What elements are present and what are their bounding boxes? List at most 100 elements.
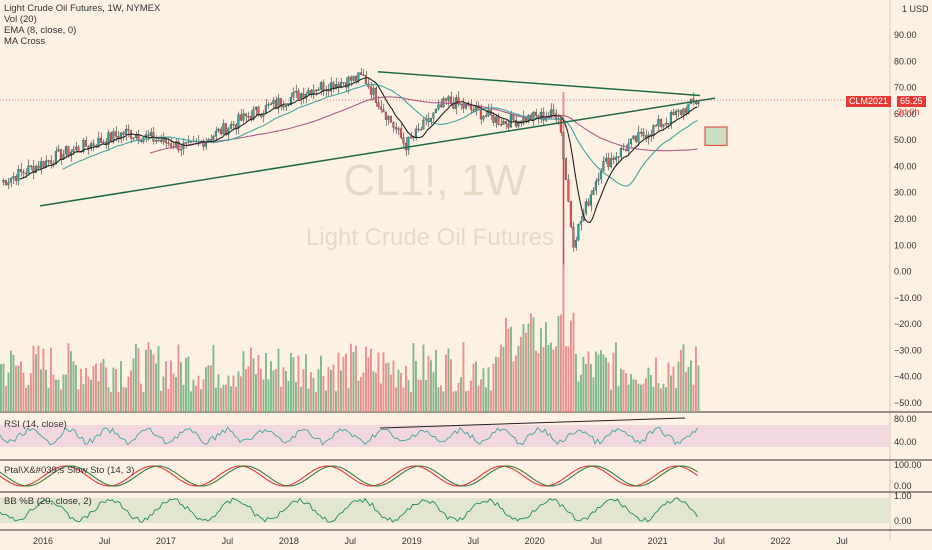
volume-bar: [115, 369, 117, 412]
volume-bar: [342, 356, 345, 412]
candle-body: [342, 82, 345, 84]
volume-bar: [585, 364, 587, 412]
candle-body: [2, 180, 5, 183]
volume-bar: [30, 373, 32, 412]
volume-bar: [405, 366, 407, 412]
candle-body: [349, 76, 352, 81]
volume-bar: [192, 379, 195, 412]
candle-body: [307, 90, 310, 95]
candle-body: [294, 90, 297, 93]
volume-bar: [212, 344, 215, 412]
candle-body: [64, 146, 67, 155]
price-axis-tick: 80.00: [894, 56, 917, 66]
volume-bar: [552, 349, 555, 412]
candle-body: [227, 128, 230, 135]
candle-body: [122, 132, 125, 135]
candle-body: [224, 123, 227, 135]
volume-bar: [432, 372, 435, 412]
volume-bar: [245, 368, 247, 412]
volume-bar: [387, 362, 390, 412]
candle-body: [287, 104, 290, 107]
candle-body: [577, 224, 580, 241]
candle-body: [219, 128, 222, 135]
volume-bar: [17, 365, 20, 412]
volume-bar: [25, 387, 27, 412]
candle-body: [609, 158, 612, 168]
volume-bar: [95, 363, 97, 412]
candle-body: [292, 92, 295, 98]
volume-bar: [415, 360, 417, 412]
volume-bar: [512, 361, 515, 412]
volume-bar: [340, 370, 342, 412]
candle-body: [352, 75, 355, 81]
bb-line: [0, 497, 698, 523]
volume-bar: [587, 351, 590, 412]
volume-bar: [260, 368, 262, 412]
volume-bar: [250, 347, 252, 412]
candle-body: [272, 99, 275, 104]
upper-trendline: [377, 71, 701, 97]
volume-bar: [357, 380, 360, 412]
rsi-tick: 40.00: [894, 437, 917, 447]
volume-bar: [557, 315, 560, 412]
candle-body: [124, 128, 127, 135]
volume-bar: [692, 384, 695, 412]
volume-bar: [607, 362, 610, 412]
candle-body: [697, 102, 700, 105]
candle-body: [617, 156, 620, 158]
candle-body: [619, 148, 622, 157]
volume-bar: [640, 384, 642, 412]
time-axis-tick: 2021: [648, 536, 668, 546]
candle-body: [19, 169, 22, 172]
volume-bar: [187, 356, 190, 412]
volume-bar: [182, 384, 185, 412]
candle-body: [597, 178, 600, 182]
volume-bar: [62, 374, 65, 412]
volume-bar: [610, 389, 612, 412]
candle-body: [469, 104, 472, 110]
volume-bar: [690, 360, 692, 412]
volume-bar: [502, 346, 505, 412]
volume-bar: [5, 385, 7, 412]
legend-title: Light Crude Oil Futures, 1W, NYMEX: [4, 3, 161, 14]
candle-body: [207, 139, 210, 142]
volume-bar: [185, 357, 187, 412]
candle-body: [452, 102, 455, 109]
candle-body: [392, 122, 395, 128]
volume-bar: [70, 351, 72, 412]
price-axis-tick: 30.00: [894, 188, 917, 198]
candle-body: [369, 86, 372, 95]
volume-bar: [420, 379, 422, 412]
volume-bar: [645, 378, 647, 412]
ma-fast-line: [62, 83, 698, 187]
volume-bar: [520, 336, 522, 412]
volume-bar: [60, 389, 62, 412]
volume-bar: [130, 370, 132, 412]
volume-bar: [247, 366, 250, 412]
candle-body: [517, 120, 520, 127]
volume-bar: [450, 359, 452, 412]
candle-body: [34, 165, 37, 173]
volume-bar: [225, 384, 227, 412]
candle-body: [399, 128, 402, 138]
volume-bar: [375, 372, 377, 412]
candle-body: [667, 123, 670, 125]
volume-bar: [72, 361, 75, 412]
volume-bar: [80, 368, 82, 412]
candle-body: [567, 179, 570, 202]
ema-line: [19, 77, 698, 224]
stoch-label: Ptal\X&#039;s Slow Sto (14, 3): [4, 465, 135, 476]
volume-bar: [107, 387, 110, 412]
candle-body: [49, 160, 52, 164]
volume-bar: [392, 360, 395, 412]
candle-body: [322, 82, 325, 91]
volume-bar: [595, 351, 597, 412]
volume-bar: [122, 387, 125, 412]
volume-bar: [515, 355, 517, 412]
volume-bar: [272, 370, 275, 412]
candle-body: [277, 98, 280, 108]
volume-bar: [252, 358, 255, 412]
volume-bar: [632, 379, 635, 412]
candle-body: [672, 112, 675, 115]
